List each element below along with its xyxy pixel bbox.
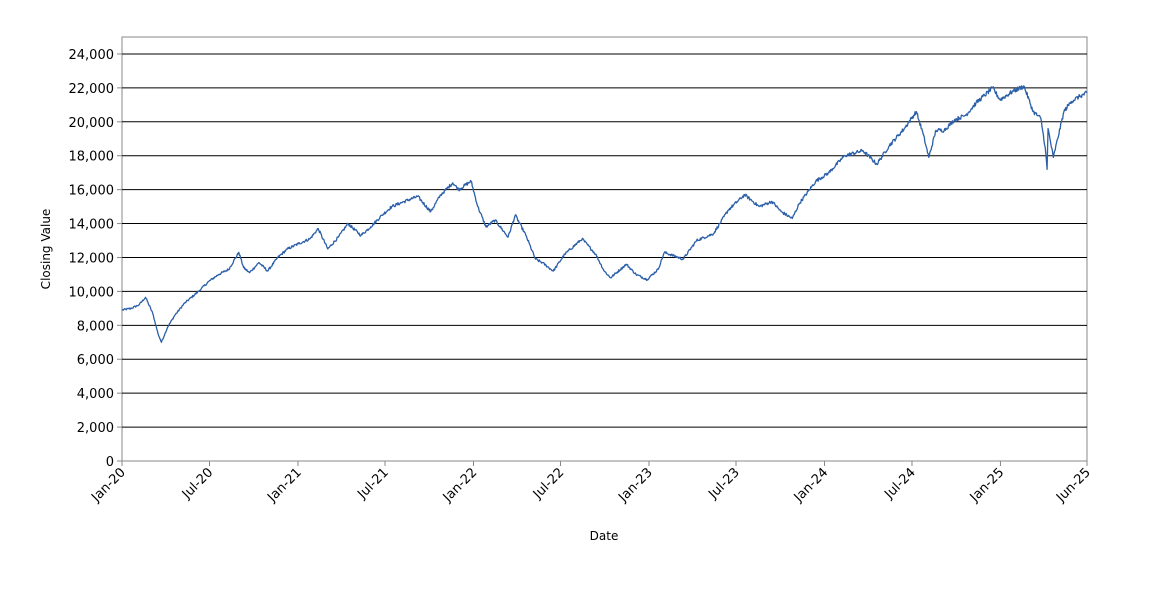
y-tick-label: 10,000 bbox=[69, 285, 115, 300]
y-tick-label: 12,000 bbox=[69, 251, 115, 266]
x-tick-label: Jul-23 bbox=[705, 465, 742, 502]
y-tick-label: 16,000 bbox=[69, 184, 115, 199]
x-tick-label: Jun-25 bbox=[1053, 465, 1094, 506]
x-tick-label: Jul-21 bbox=[354, 465, 391, 502]
y-tick-label: 22,000 bbox=[69, 82, 115, 97]
y-axis: 0 2,000 4,000 6,000 8,000 10,000 12,000 14,000 1… bbox=[69, 48, 122, 470]
y-tick-label: 2,000 bbox=[77, 421, 114, 436]
x-axis-title: Date bbox=[590, 529, 619, 543]
series-group bbox=[121, 85, 1088, 343]
x-tick-label: Jan-20 bbox=[88, 465, 129, 506]
y-tick-label: 4,000 bbox=[77, 387, 114, 402]
x-tick-label: Jan-22 bbox=[440, 465, 481, 506]
x-tick-label: Jan-23 bbox=[615, 465, 656, 506]
gridlines bbox=[122, 53, 1087, 428]
x-tick-label: Jul-24 bbox=[881, 465, 918, 502]
y-tick-label: 24,000 bbox=[69, 48, 115, 63]
y-tick-label: 20,000 bbox=[69, 116, 115, 131]
y-tick-label: 6,000 bbox=[77, 353, 114, 368]
y-tick-label: 8,000 bbox=[77, 319, 114, 334]
x-tick-label: Jan-21 bbox=[264, 465, 305, 506]
y-tick-label: 14,000 bbox=[69, 218, 115, 233]
y-tick-label: 18,000 bbox=[69, 150, 115, 165]
x-axis: Jan-20 Jul-20 Jan-21 Jul-21 Jan-22 Jul-22 Jan-… bbox=[88, 461, 1094, 506]
x-tick-label: Jan-24 bbox=[791, 465, 832, 506]
y-axis-title: Closing Value bbox=[39, 209, 53, 290]
x-tick-label: Jul-22 bbox=[530, 465, 567, 502]
x-tick-label: Jan-25 bbox=[967, 465, 1008, 506]
y-tick-label: 0 bbox=[106, 455, 114, 470]
x-tick-label: Jul-20 bbox=[179, 465, 216, 502]
plot-area bbox=[121, 36, 1088, 462]
series-line bbox=[121, 85, 1088, 343]
